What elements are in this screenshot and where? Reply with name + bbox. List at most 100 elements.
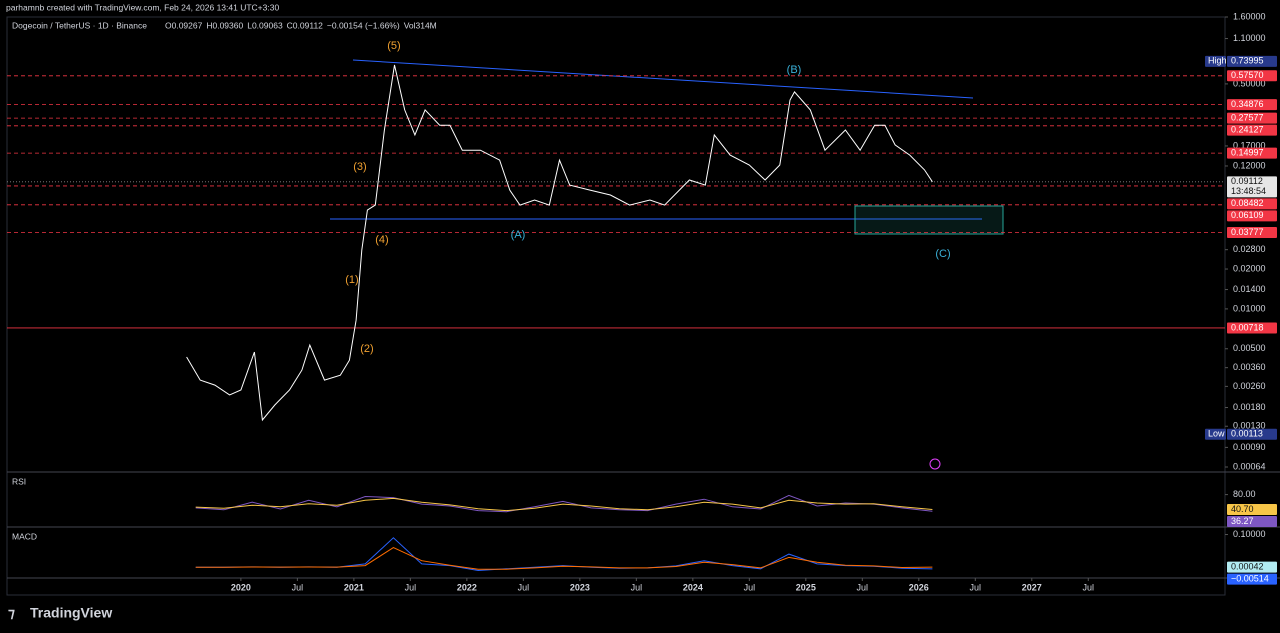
price-badge-label: −0.00514 — [1231, 573, 1269, 583]
ohlc-value: O0.09267 — [165, 20, 203, 30]
badge-tag — [1205, 428, 1226, 440]
y-tick-label: 0.00064 — [1233, 461, 1266, 471]
y-tick-label: 0.02000 — [1233, 263, 1266, 273]
price-badge — [1227, 99, 1277, 111]
pane-title: RSI — [12, 476, 26, 486]
target-zone — [854, 205, 1004, 235]
price-badge-label: 0.27577 — [1231, 112, 1264, 122]
price-badge — [1227, 561, 1277, 573]
price-badge-label: 0.00718 — [1231, 322, 1264, 332]
ohlc-value: −0.00154 (−1.66%) — [327, 20, 400, 30]
y-tick-label: 0.00130 — [1233, 421, 1266, 431]
price-badge-label: 0.24127 — [1231, 124, 1264, 134]
x-tick-label: 2023 — [570, 582, 590, 592]
y-tick-label: 0.00180 — [1233, 402, 1266, 412]
brand: TradingView — [30, 605, 112, 621]
trendline — [352, 59, 974, 99]
y-tick-label: 0.10000 — [1233, 529, 1266, 539]
indicator-line — [195, 547, 933, 570]
indicator-line — [195, 497, 933, 512]
price-badge — [1227, 226, 1277, 238]
price-line — [186, 64, 933, 422]
price-badge-label: 0.57570 — [1231, 70, 1264, 80]
y-tick-label: 0.17000 — [1233, 140, 1266, 150]
x-tick-label: Jul — [631, 582, 643, 592]
x-tick-label: 2022 — [457, 582, 477, 592]
wave-label: (C) — [935, 248, 950, 260]
price-badge-label: 0.03777 — [1231, 227, 1264, 237]
price-badge — [1227, 322, 1277, 334]
x-tick-label: Jul — [518, 582, 530, 592]
symbol-title: Dogecoin / TetherUS · 1D · Binance — [12, 20, 147, 30]
event-icon — [929, 458, 941, 470]
y-tick-label: 0.02800 — [1233, 244, 1266, 254]
y-tick-label: 1.60000 — [1233, 11, 1266, 21]
y-tick-label: 0.00360 — [1233, 362, 1266, 372]
price-badge-label: 0.09112 — [1231, 176, 1263, 186]
countdown: 13:48:54 — [1231, 186, 1266, 196]
y-tick-label: 0.50000 — [1233, 78, 1266, 88]
y-tick-label: 0.01000 — [1233, 303, 1266, 313]
price-badge-label: 0.73995 — [1231, 56, 1264, 66]
x-tick-label: Jul — [1083, 582, 1095, 592]
ohlc-legend: O0.09267 H0.09360 L0.09063 C0.09112 −0.00154… — [165, 20, 437, 30]
pane-title: MACD — [12, 531, 37, 541]
price-badge — [1227, 573, 1277, 585]
price-badge — [1227, 504, 1277, 516]
credit: parhamnb created with TradingView.com, F… — [6, 2, 279, 12]
y-tick-label: 0.00260 — [1233, 381, 1266, 391]
x-tick-label: 2021 — [344, 582, 364, 592]
price-badge — [1227, 124, 1277, 136]
price-badge-label: 40.70 — [1231, 504, 1254, 514]
wave-label: (2) — [360, 343, 373, 355]
x-tick-label: Jul — [292, 582, 304, 592]
price-badge-label: 0.06109 — [1231, 210, 1264, 220]
price-badge — [1227, 428, 1277, 440]
wave-label: (5) — [387, 40, 400, 52]
y-tick-label: 1.10000 — [1233, 33, 1266, 43]
wave-label: (4) — [375, 234, 388, 246]
price-badge-label: 0.34876 — [1231, 99, 1264, 109]
wave-label: (3) — [353, 161, 366, 173]
y-tick-label: 0.12000 — [1233, 160, 1266, 170]
ohlc-value: L0.09063 — [247, 20, 283, 30]
price-badge — [1227, 198, 1277, 210]
wave-label: (B) — [787, 64, 802, 76]
price-badge-label: 0.00042 — [1231, 561, 1264, 571]
x-tick-label: 2020 — [231, 582, 251, 592]
y-tick-label: 0.00090 — [1233, 442, 1266, 452]
price-badge — [1227, 55, 1277, 67]
ohlc-value: H0.09360 — [206, 20, 243, 30]
wave-label: (1) — [345, 274, 358, 286]
x-tick-label: Jul — [744, 582, 756, 592]
x-tick-label: Jul — [405, 582, 417, 592]
chart-frame — [6, 16, 1226, 596]
x-tick-label: 2027 — [1022, 582, 1042, 592]
price-badge — [1227, 112, 1277, 124]
price-badge — [1227, 147, 1277, 159]
x-tick-label: Jul — [970, 582, 982, 592]
price-badge — [1227, 70, 1277, 82]
price-badge-label: 0.14997 — [1231, 148, 1264, 158]
price-badge — [1227, 210, 1277, 222]
x-tick-label: 2025 — [796, 582, 816, 592]
ohlc-value: C0.09112 — [287, 20, 324, 30]
y-tick-label: 80.00 — [1233, 489, 1256, 499]
price-badge-label: 0.00113 — [1231, 429, 1263, 439]
badge-tag — [1205, 55, 1226, 67]
x-tick-label: 2024 — [683, 582, 703, 592]
price-badge-label: 36.27 — [1231, 516, 1254, 526]
y-tick-label: 0.00500 — [1233, 343, 1266, 353]
wave-label: (A) — [511, 229, 526, 241]
x-tick-label: Jul — [857, 582, 869, 592]
badge-tag-label: High — [1208, 56, 1227, 66]
y-tick-label: 0.01400 — [1233, 284, 1266, 294]
price-badge-label: 0.08482 — [1231, 198, 1264, 208]
price-badge — [1227, 516, 1277, 528]
brand-logo: ⁊ — [8, 605, 15, 621]
ohlc-value: Vol314M — [404, 20, 437, 30]
price-badge — [1227, 176, 1277, 198]
